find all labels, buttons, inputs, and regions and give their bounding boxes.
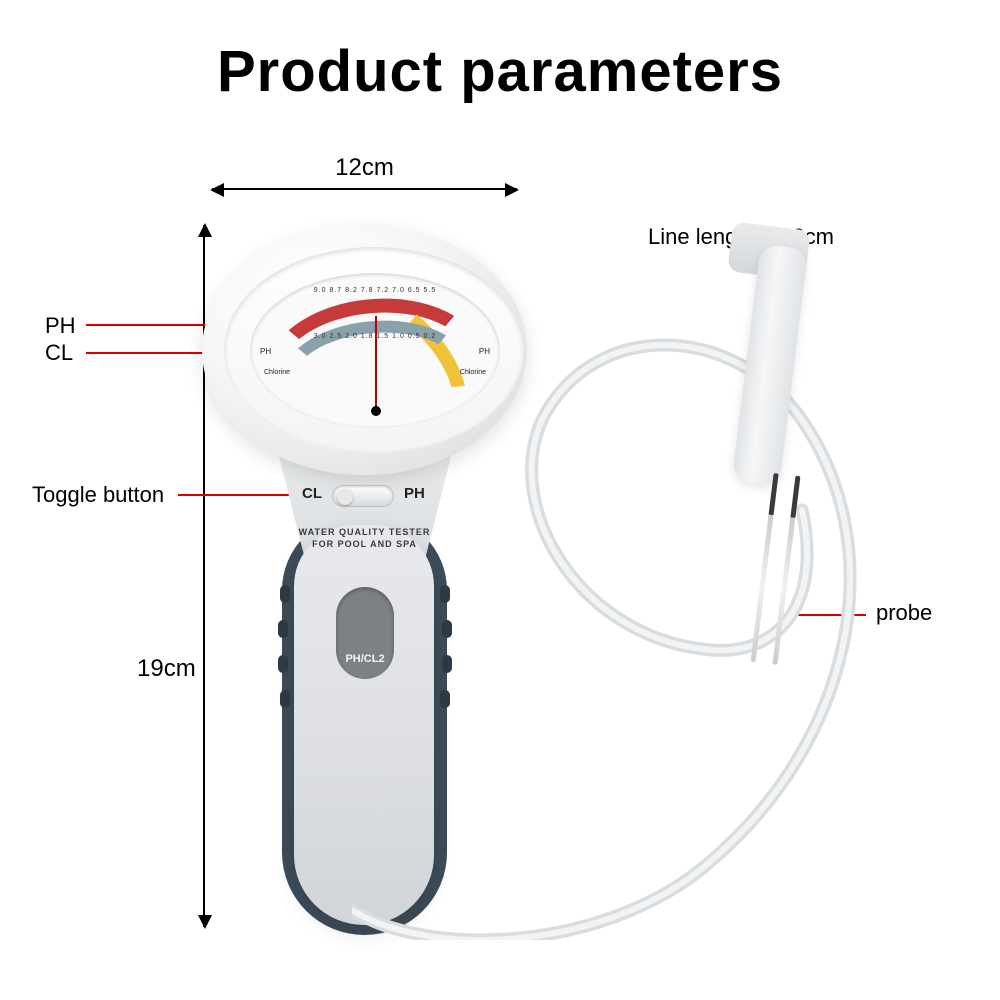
probe-callout: probe bbox=[876, 600, 932, 626]
mode-button-label: PH/CL2 bbox=[336, 653, 394, 665]
probe-tip bbox=[751, 473, 779, 662]
width-label: 12cm bbox=[212, 154, 517, 182]
device-text-line1: WATER QUALITY TESTER bbox=[299, 527, 431, 537]
cl-callout: CL bbox=[45, 340, 73, 366]
ph-scale-numbers: 9.0 8.7 8.2 7.8 7.2 7.0 6.5 5.5 bbox=[250, 287, 500, 294]
device: 9.0 8.7 8.2 7.8 7.2 7.0 6.5 5.5 3.0 2.5 … bbox=[212, 225, 517, 928]
mode-button[interactable]: PH/CL2 bbox=[336, 587, 394, 679]
grip bbox=[278, 620, 288, 638]
dial-ph-left: PH bbox=[260, 347, 271, 356]
probe-tip bbox=[772, 476, 800, 665]
grip bbox=[280, 585, 290, 603]
grip bbox=[440, 585, 450, 603]
device-title: WATER QUALITY TESTER FOR POOL AND SPA bbox=[212, 527, 517, 550]
dial-cl-right: Chlorine bbox=[460, 369, 486, 376]
dial-face: 9.0 8.7 8.2 7.8 7.2 7.0 6.5 5.5 3.0 2.5 … bbox=[250, 273, 500, 428]
device-text-line2: FOR POOL AND SPA bbox=[312, 539, 417, 549]
ph-callout: PH bbox=[45, 313, 76, 339]
grip bbox=[442, 620, 452, 638]
dial-needle bbox=[375, 316, 377, 412]
toggle-label-cl: CL bbox=[302, 485, 322, 502]
dial-cl-left: Chlorine bbox=[264, 369, 290, 376]
grip bbox=[280, 690, 290, 708]
probe-body bbox=[732, 244, 809, 486]
width-dimension: 12cm bbox=[212, 188, 517, 190]
grip bbox=[440, 690, 450, 708]
height-label: 19cm bbox=[137, 655, 196, 683]
device-handle bbox=[294, 525, 434, 925]
toggle-switch[interactable] bbox=[332, 485, 394, 507]
toggle-label-ph: PH bbox=[404, 485, 425, 502]
grip bbox=[278, 655, 288, 673]
probe-tips bbox=[745, 472, 808, 665]
grip bbox=[442, 655, 452, 673]
page-title: Product parameters bbox=[0, 38, 1000, 105]
probe-callout-line bbox=[786, 614, 866, 616]
dial-ph-right: PH bbox=[479, 347, 490, 356]
toggle-callout: Toggle button bbox=[32, 482, 164, 508]
